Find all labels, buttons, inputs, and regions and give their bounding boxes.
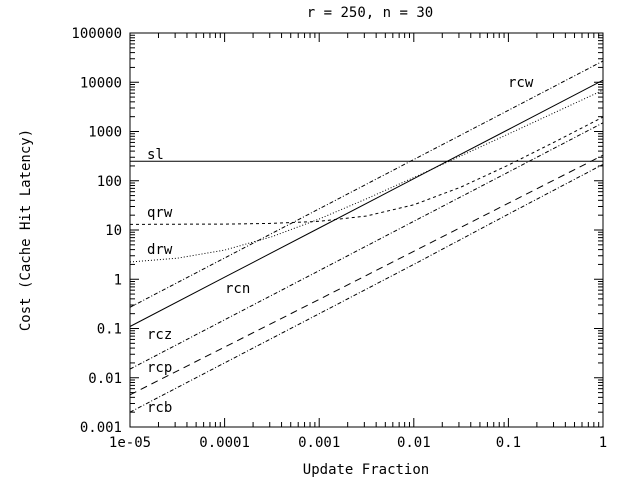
series-label-sl: sl xyxy=(147,147,164,163)
series-label-rcw: rcw xyxy=(508,75,534,91)
y-tick-label: 10 xyxy=(105,223,122,239)
series-line-rcw xyxy=(129,60,604,308)
y-tick-label: 10000 xyxy=(80,75,122,91)
x-tick-label: 0.1 xyxy=(496,435,521,451)
y-axis-label: Cost (Cache Hit Latency) xyxy=(18,129,34,331)
plot-frame xyxy=(129,32,604,428)
series-label-rcp: rcp xyxy=(147,360,172,376)
x-tick-label: 0.0001 xyxy=(199,435,250,451)
series-line-drw xyxy=(129,89,604,263)
y-tick-label: 1000 xyxy=(88,125,122,141)
series-label-rcn: rcn xyxy=(225,281,250,297)
y-tick-label: 100000 xyxy=(71,26,122,42)
x-tick-label: 1 xyxy=(599,435,607,451)
x-axis-label: Update Fraction xyxy=(303,462,429,478)
x-tick-label: 1e-05 xyxy=(109,435,151,451)
y-tick-label: 0.001 xyxy=(80,420,122,436)
series-label-qrw: qrw xyxy=(147,205,173,221)
chart-title: r = 250, n = 30 xyxy=(307,5,433,21)
series-label-rcb: rcb xyxy=(147,400,172,416)
y-tick-label: 100 xyxy=(97,174,122,190)
series-line-rcb xyxy=(129,163,604,413)
series-line-rcn xyxy=(129,79,604,327)
y-tick-label: 0.1 xyxy=(97,322,122,338)
series-line-rcz xyxy=(129,122,604,370)
series-line-rcp xyxy=(129,154,604,396)
y-tick-label: 1 xyxy=(114,272,122,288)
series-label-rcz: rcz xyxy=(147,327,172,343)
series-line-qrw xyxy=(129,116,604,225)
y-tick-label: 0.01 xyxy=(88,371,122,387)
series-label-drw: drw xyxy=(147,242,173,258)
x-tick-label: 0.01 xyxy=(397,435,431,451)
x-tick-label: 0.001 xyxy=(298,435,340,451)
